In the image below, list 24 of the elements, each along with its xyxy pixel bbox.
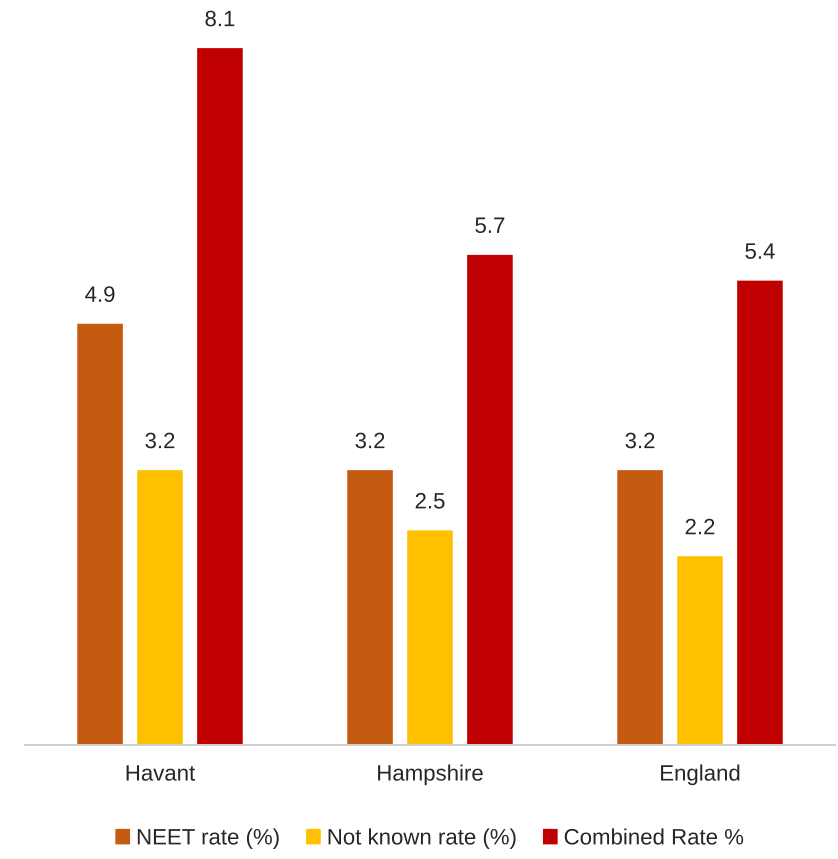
legend-label: NEET rate (%) [138, 828, 279, 850]
x-tick-label: Hampshire [378, 764, 483, 786]
data-label: 5.4 [745, 243, 775, 259]
bar [76, 322, 124, 745]
legend-label: Not known rate (%) [328, 828, 516, 850]
data-label: 3.2 [145, 432, 174, 448]
x-tick-label: Havant [126, 765, 196, 781]
bar [136, 468, 184, 745]
data-label: 4.9 [85, 286, 114, 302]
data-label: 3.2 [355, 432, 384, 448]
bar [196, 46, 244, 745]
legend-label: Combined Rate % [564, 828, 744, 845]
bar [676, 554, 724, 745]
data-label: 3.2 [625, 432, 654, 448]
data-label: 5.7 [475, 218, 504, 234]
data-label: 2.2 [686, 518, 714, 534]
data-label: 8.1 [205, 10, 234, 26]
bar [616, 468, 664, 745]
data-label: 2.5 [416, 492, 445, 509]
bar [406, 529, 454, 745]
bar [466, 253, 514, 745]
x-tick-label: England [661, 764, 740, 786]
bar [346, 468, 394, 745]
bar [736, 279, 784, 745]
